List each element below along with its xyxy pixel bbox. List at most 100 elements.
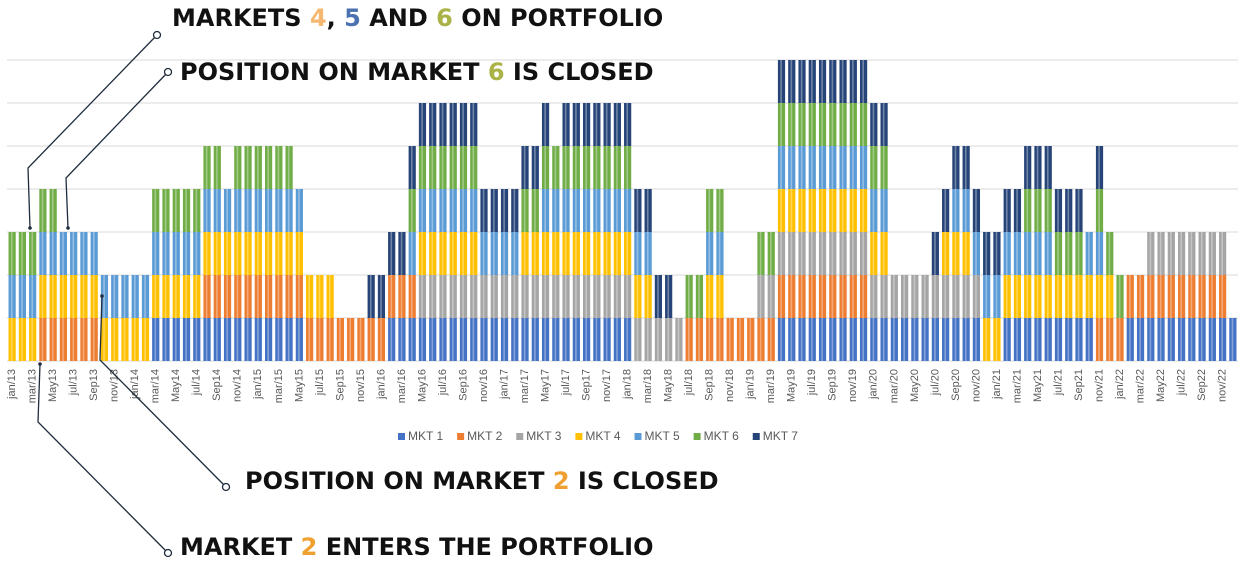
bar-segment bbox=[429, 318, 437, 361]
bar-segment bbox=[182, 189, 191, 232]
bar-segment bbox=[541, 232, 550, 275]
bar-sheen bbox=[82, 318, 85, 361]
bar-sheen bbox=[821, 189, 823, 232]
bar-sheen bbox=[441, 232, 444, 275]
bar-segment bbox=[1065, 318, 1073, 361]
bar-sheen bbox=[626, 318, 629, 361]
bar-sheen bbox=[216, 275, 218, 318]
bar-sheen bbox=[154, 275, 157, 318]
bar-sheen bbox=[195, 318, 198, 361]
bar-sheen bbox=[452, 318, 454, 361]
bar-sheen bbox=[800, 318, 803, 361]
x-tick-label: May13 bbox=[47, 369, 59, 402]
bar-sheen bbox=[544, 275, 546, 318]
bar-segment bbox=[418, 318, 427, 361]
bar-sheen bbox=[1026, 318, 1029, 361]
legend-label: MKT 5 bbox=[645, 429, 680, 443]
x-tick-label: jan/22 bbox=[1114, 369, 1126, 400]
bar-sheen bbox=[493, 275, 495, 318]
bar-segment bbox=[531, 275, 539, 318]
bar-segment bbox=[470, 189, 478, 232]
bar-segment bbox=[716, 189, 724, 232]
bar-sheen bbox=[790, 318, 793, 361]
bar-sheen bbox=[92, 318, 95, 361]
bar-segment bbox=[1013, 275, 1022, 318]
annotation: MARKETS 4, 5 AND 6 ON PORTFOLIO bbox=[172, 4, 663, 32]
bar-segment bbox=[1116, 275, 1124, 318]
bar-segment bbox=[1085, 275, 1093, 318]
bar-segment bbox=[613, 103, 621, 146]
bar-sheen bbox=[687, 275, 690, 318]
bar-segment bbox=[306, 275, 314, 318]
bar-sheen bbox=[1098, 146, 1100, 189]
bar-sheen bbox=[123, 318, 126, 361]
bar-segment bbox=[1044, 146, 1052, 189]
bar-sheen bbox=[1211, 275, 1213, 318]
bar-sheen bbox=[154, 189, 157, 232]
bar-sheen bbox=[431, 146, 434, 189]
bar-sheen bbox=[92, 275, 95, 318]
bar-sheen bbox=[636, 275, 639, 318]
bar-segment bbox=[695, 275, 704, 318]
bar-segment bbox=[829, 103, 837, 146]
bar-segment bbox=[511, 189, 519, 232]
bar-segment bbox=[480, 275, 488, 318]
annotation-text: MARKETS bbox=[172, 4, 310, 32]
bar-segment bbox=[613, 318, 621, 361]
bar-segment bbox=[439, 232, 447, 275]
bar-sheen bbox=[1190, 318, 1193, 361]
bar-sheen bbox=[441, 318, 444, 361]
bar-segment bbox=[582, 318, 591, 361]
bar-segment bbox=[859, 103, 868, 146]
bar-segment bbox=[829, 275, 837, 318]
bar-sheen bbox=[893, 318, 895, 361]
bar-segment bbox=[1188, 275, 1196, 318]
bar-segment bbox=[459, 318, 468, 361]
x-tick-label: May18 bbox=[663, 369, 675, 402]
bar-sheen bbox=[308, 275, 311, 318]
bar-segment bbox=[839, 232, 847, 275]
bar-segment bbox=[100, 318, 109, 361]
bar-segment bbox=[603, 146, 611, 189]
bar-sheen bbox=[185, 318, 187, 361]
bar-sheen bbox=[954, 318, 957, 361]
bar-segment bbox=[665, 318, 673, 361]
bar-segment bbox=[593, 275, 601, 318]
bar-segment bbox=[1147, 318, 1155, 361]
bar-segment bbox=[141, 275, 150, 318]
bar-sheen bbox=[554, 146, 557, 189]
bar-segment bbox=[593, 189, 601, 232]
bar-segment bbox=[859, 60, 868, 103]
bar-segment bbox=[1167, 275, 1175, 318]
x-tick-label: Sep14 bbox=[211, 369, 223, 401]
bar-sheen bbox=[431, 275, 434, 318]
bar-sheen bbox=[534, 318, 536, 361]
bar-sheen bbox=[852, 318, 854, 361]
bar-segment bbox=[511, 275, 519, 318]
bar-sheen bbox=[1036, 232, 1039, 275]
bar-sheen bbox=[841, 189, 844, 232]
bar-segment bbox=[39, 232, 47, 275]
bar-sheen bbox=[92, 232, 95, 275]
bar-sheen bbox=[759, 232, 762, 275]
bar-segment bbox=[644, 189, 652, 232]
bar-segment bbox=[952, 232, 960, 275]
bar-segment bbox=[777, 318, 786, 361]
bar-segment bbox=[1157, 232, 1165, 275]
bar-segment bbox=[193, 275, 201, 318]
bar-sheen bbox=[236, 146, 239, 189]
bar-segment bbox=[408, 189, 416, 232]
bar-segment bbox=[213, 146, 221, 189]
bar-segment bbox=[1024, 189, 1032, 232]
bar-sheen bbox=[1118, 318, 1121, 361]
bar-sheen bbox=[246, 275, 249, 318]
bar-segment bbox=[808, 189, 816, 232]
bar-sheen bbox=[246, 318, 249, 361]
bar-sheen bbox=[800, 189, 803, 232]
bar-segment bbox=[531, 146, 539, 189]
bar-sheen bbox=[421, 103, 423, 146]
bar-sheen bbox=[134, 318, 136, 361]
bar-sheen bbox=[975, 232, 977, 275]
bar-segment bbox=[993, 275, 1001, 318]
bar-segment bbox=[1054, 275, 1063, 318]
